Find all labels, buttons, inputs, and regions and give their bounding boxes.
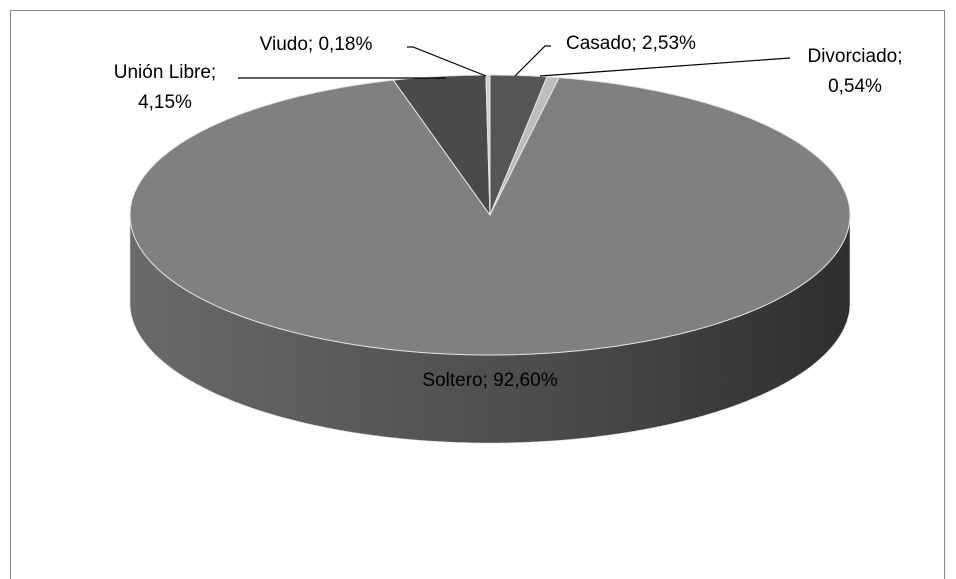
leader-line: [539, 57, 791, 77]
data-label: 0,54%: [828, 76, 882, 97]
data-label: Soltero; 92,60%: [422, 370, 557, 391]
slice: [392, 74, 491, 217]
data-label: Viudo; 0,18%: [260, 34, 373, 55]
data-label: Unión Libre;: [114, 62, 216, 83]
data-label: Divorciado;: [807, 46, 902, 67]
data-label: Casado; 2,53%: [566, 33, 696, 54]
leader-line: [514, 45, 551, 77]
data-label: 4,15%: [138, 92, 192, 113]
slice: [485, 74, 491, 216]
slice: [129, 77, 851, 356]
leader-line: [407, 46, 487, 77]
